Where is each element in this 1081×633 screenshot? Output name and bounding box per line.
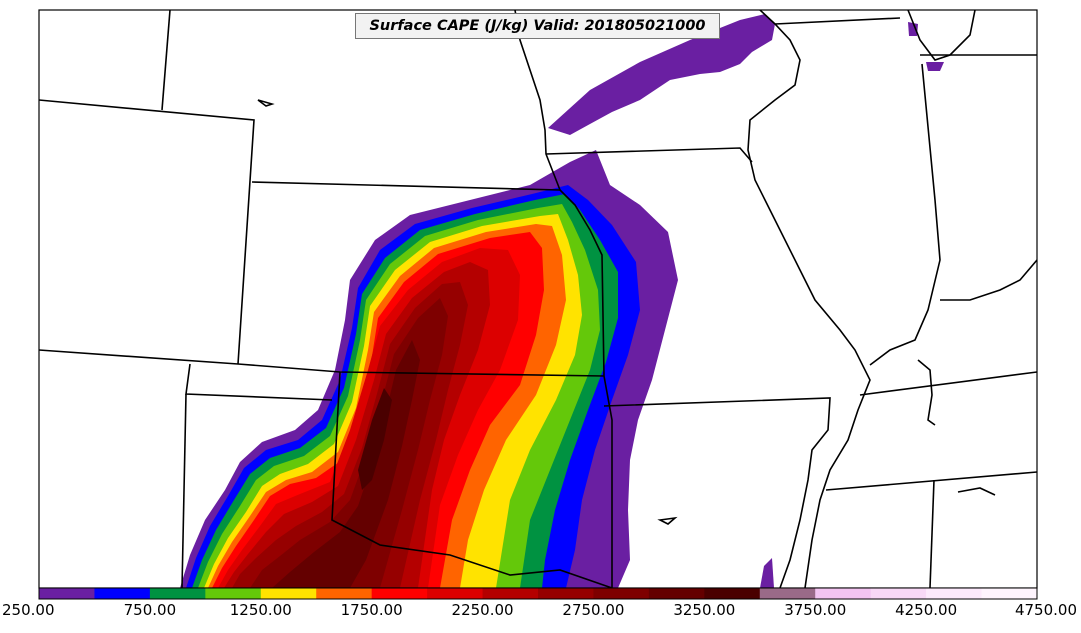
colorbar-bin-1 (94, 588, 151, 599)
map-title: Surface CAPE (J/kg) Valid: 201805021000 (369, 18, 706, 34)
colorbar-bin-17 (981, 588, 1038, 599)
colorbar-tick-label: 250.00 (2, 601, 55, 619)
colorbar-bin-9 (538, 588, 594, 599)
colorbar-bin-15 (870, 588, 927, 599)
colorbar-tick-label: 750.00 (123, 601, 177, 619)
cape-blob-mi2 (926, 62, 944, 71)
colorbar-bin-11 (648, 588, 705, 599)
colorbar-bin-5 (316, 588, 373, 599)
colorbar-tick-label: 4250.00 (895, 601, 958, 619)
map-title-box: Surface CAPE (J/kg) Valid: 201805021000 (355, 13, 720, 39)
cape-blob-mi (908, 22, 918, 36)
cape-blob-ms (760, 558, 774, 588)
colorbar-bin-10 (593, 588, 650, 599)
colorbar-tick-label: 3250.00 (673, 601, 736, 619)
colorbar-border (38, 587, 1038, 600)
colorbar-bin-12 (704, 588, 761, 599)
colorbar-tick-label: 1750.00 (340, 601, 403, 619)
cape-contour-fill (180, 14, 944, 588)
colorbar-bin-2 (149, 588, 206, 599)
colorbar-bin-3 (205, 588, 262, 599)
cape-band-3250 (358, 388, 392, 490)
colorbar-tick-label: 2750.00 (562, 601, 625, 619)
colorbar-tick-label: 3750.00 (784, 601, 847, 619)
cape-band-3000 (272, 340, 420, 588)
colorbar-bin-8 (482, 588, 539, 599)
colorbar-bin-6 (371, 588, 428, 599)
colorbar-bin-16 (926, 588, 983, 599)
colorbar-tick-label: 1250.00 (229, 601, 292, 619)
colorbar-bin-13 (759, 588, 816, 599)
colorbar-bin-14 (815, 588, 872, 599)
cape-band-ne-purple (548, 14, 775, 135)
colorbar (39, 588, 1038, 599)
colorbar-bin-7 (427, 588, 484, 599)
colorbar-bin-4 (260, 588, 317, 599)
colorbar-tick-label: 4750.00 (1014, 601, 1077, 619)
colorbar-bin-0 (39, 588, 95, 599)
state-boundaries (39, 10, 1037, 588)
colorbar-tick-label: 2250.00 (451, 601, 514, 619)
